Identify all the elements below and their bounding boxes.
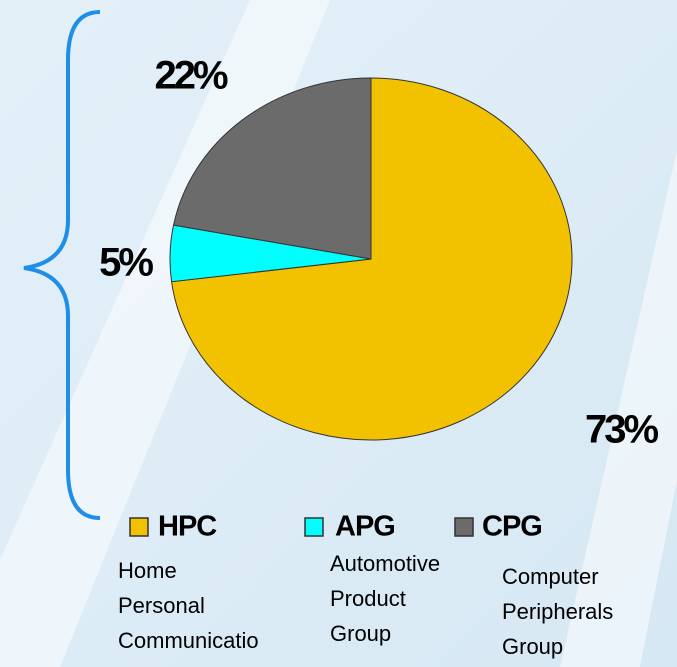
legend-description: Home	[118, 558, 177, 583]
pie	[169, 77, 573, 441]
data-label: 5%	[99, 241, 153, 285]
legend-swatch	[454, 517, 474, 537]
data-label: 22%	[154, 54, 227, 98]
legend-swatch	[129, 517, 149, 537]
legend-description: Communicatio	[118, 628, 259, 653]
pie-slice	[171, 77, 573, 441]
legend-label: HPC	[158, 511, 217, 543]
legend-description: Automotive	[330, 551, 440, 576]
pie-slice	[172, 77, 372, 260]
legend-description: Product	[330, 586, 406, 611]
legend-description: Group	[502, 634, 563, 659]
legend: HPC Home Personal Communicatio APG Automotive…	[118, 511, 613, 659]
legend-description: Personal	[118, 593, 205, 618]
data-label: 73%	[585, 408, 658, 452]
legend-description: Peripherals	[502, 599, 613, 624]
legend-swatch	[304, 517, 324, 537]
legend-label: CPG	[482, 511, 542, 543]
legend-description: Group	[330, 621, 391, 646]
legend-label: APG	[335, 511, 395, 543]
background-shape	[560, 150, 677, 667]
legend-description: Computer	[502, 564, 599, 589]
brace	[23, 10, 101, 520]
